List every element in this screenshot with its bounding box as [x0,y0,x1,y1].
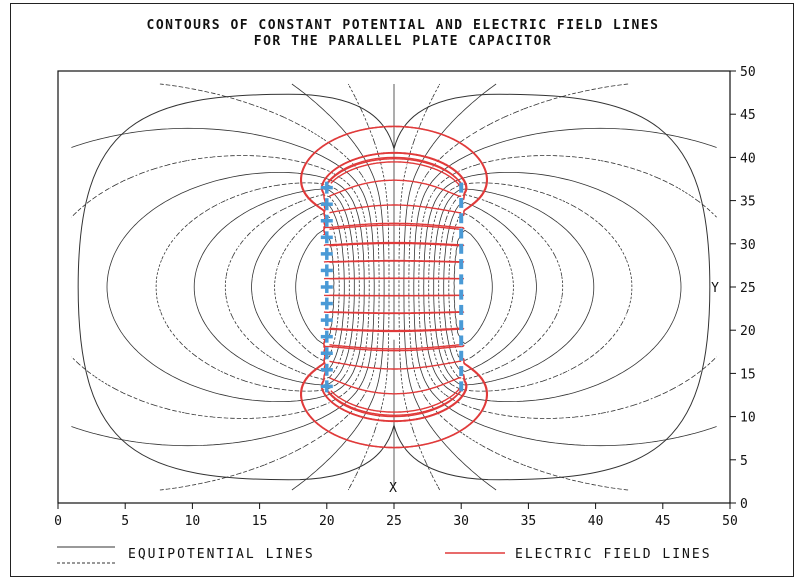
field-line [329,224,462,230]
x-tick-label: 5 [121,514,129,529]
field-line [323,259,462,263]
field-line [330,387,462,413]
field-line [326,156,462,184]
field-line [322,373,468,423]
equipotential-line [274,213,340,361]
field-line [329,327,462,332]
field-line [330,161,462,187]
field-line [323,311,462,315]
field-line [329,360,462,370]
y-tick-label: 20 [740,324,756,339]
x-tick-label: 15 [252,514,268,529]
chart-title-line1: CONTOURS OF CONSTANT POTENTIAL AND ELECT… [147,18,660,33]
y-tick-label: 5 [740,454,748,469]
legend: EQUIPOTENTIAL LINES ELECTRIC FIELD LINES [57,546,712,564]
field-line [322,151,468,201]
field-line [323,327,462,333]
equipotential-line [408,83,629,491]
equipotential-line [159,83,380,491]
y-tick-label: 50 [740,65,756,80]
chart-title-line2: FOR THE PARALLEL PLATE CAPACITOR [254,34,552,49]
equipotential-line [193,188,355,386]
field-line [329,179,462,197]
field-line [323,241,462,247]
field-line [329,344,462,350]
equipotential-line [291,83,385,491]
equipotential-line [224,194,350,380]
y-axis-label: Y [711,281,719,296]
x-tick-label: 30 [453,514,469,529]
x-axis-label: X [389,481,397,496]
outer-boundary [77,93,711,481]
y-tick-label: 0 [740,497,748,512]
field-line [323,277,462,280]
equipotential-line [448,213,514,361]
x-tick-label: 45 [655,514,671,529]
field-line [461,226,465,230]
equipotential-line [403,83,497,491]
x-tick-label: 20 [319,514,335,529]
field-line [323,344,462,352]
equipotential-line [438,194,564,380]
y-tick-label: 35 [740,195,756,210]
x-tick-label: 0 [54,514,62,529]
field-line [326,390,462,418]
x-tick-label: 35 [521,514,537,529]
field-line [329,377,462,395]
x-tick-label: 25 [386,514,402,529]
equipotential-line [418,155,717,419]
field-line [329,242,462,247]
legend-equipotential-label: EQUIPOTENTIAL LINES [128,547,315,562]
equipotential-line [443,202,537,372]
x-tick-label: 40 [588,514,604,529]
equipotential-line [428,182,633,392]
equipotential-line [155,182,360,392]
legend-field-label: ELECTRIC FIELD LINES [515,547,712,562]
y-tick-label: 10 [740,411,756,426]
y-tick-label: 40 [740,151,756,166]
chart-frame [10,3,794,577]
equipotential-line [433,188,595,386]
x-tick-label: 50 [722,514,738,529]
field-line [323,222,462,230]
equipotential-line [71,155,370,419]
field-line [300,338,488,449]
y-tick-label: 15 [740,367,756,382]
field-line [323,294,462,297]
x-tick-label: 10 [185,514,201,529]
field-line [461,344,465,348]
y-tick-label: 30 [740,238,756,253]
equipotential-line [295,229,335,345]
y-tick-label: 25 [740,281,756,296]
y-tick-label: 45 [740,108,756,123]
field-line [329,204,462,214]
